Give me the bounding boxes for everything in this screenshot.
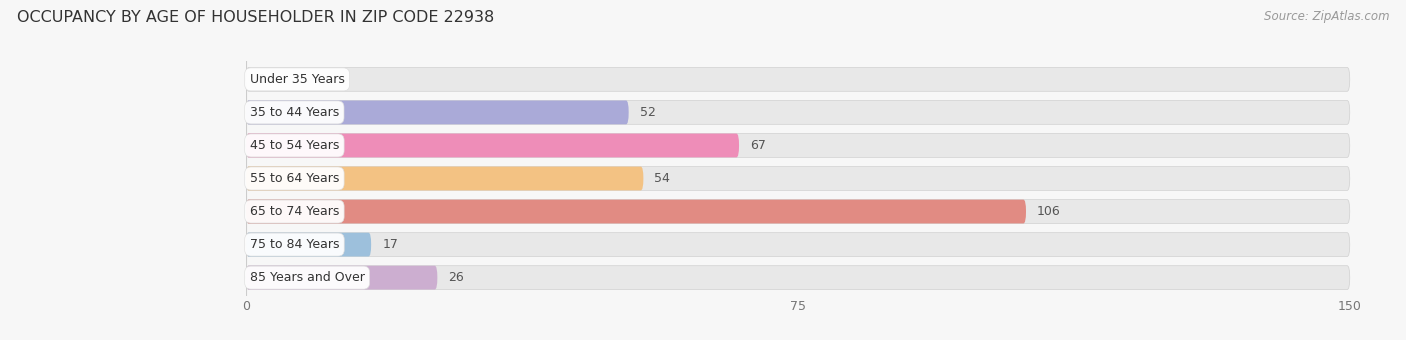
Text: 55 to 64 Years: 55 to 64 Years (250, 172, 339, 185)
FancyBboxPatch shape (246, 233, 1350, 256)
FancyBboxPatch shape (246, 200, 1026, 223)
Text: 67: 67 (749, 139, 766, 152)
FancyBboxPatch shape (246, 233, 371, 256)
Text: 54: 54 (654, 172, 671, 185)
Text: 52: 52 (640, 106, 655, 119)
FancyBboxPatch shape (246, 67, 1350, 91)
Text: 75 to 84 Years: 75 to 84 Years (250, 238, 339, 251)
FancyBboxPatch shape (246, 266, 437, 290)
FancyBboxPatch shape (246, 167, 1350, 190)
Text: Source: ZipAtlas.com: Source: ZipAtlas.com (1264, 10, 1389, 23)
FancyBboxPatch shape (246, 167, 644, 190)
FancyBboxPatch shape (246, 200, 1350, 223)
Text: 45 to 54 Years: 45 to 54 Years (250, 139, 339, 152)
Text: 65 to 74 Years: 65 to 74 Years (250, 205, 339, 218)
FancyBboxPatch shape (246, 134, 1350, 157)
Text: OCCUPANCY BY AGE OF HOUSEHOLDER IN ZIP CODE 22938: OCCUPANCY BY AGE OF HOUSEHOLDER IN ZIP C… (17, 10, 494, 25)
Text: 106: 106 (1038, 205, 1060, 218)
Text: 17: 17 (382, 238, 398, 251)
Text: 26: 26 (449, 271, 464, 284)
Text: 85 Years and Over: 85 Years and Over (250, 271, 364, 284)
FancyBboxPatch shape (246, 101, 628, 124)
Text: 0: 0 (257, 73, 266, 86)
Text: 35 to 44 Years: 35 to 44 Years (250, 106, 339, 119)
FancyBboxPatch shape (246, 101, 1350, 124)
Text: Under 35 Years: Under 35 Years (250, 73, 344, 86)
FancyBboxPatch shape (246, 266, 1350, 290)
FancyBboxPatch shape (246, 134, 740, 157)
